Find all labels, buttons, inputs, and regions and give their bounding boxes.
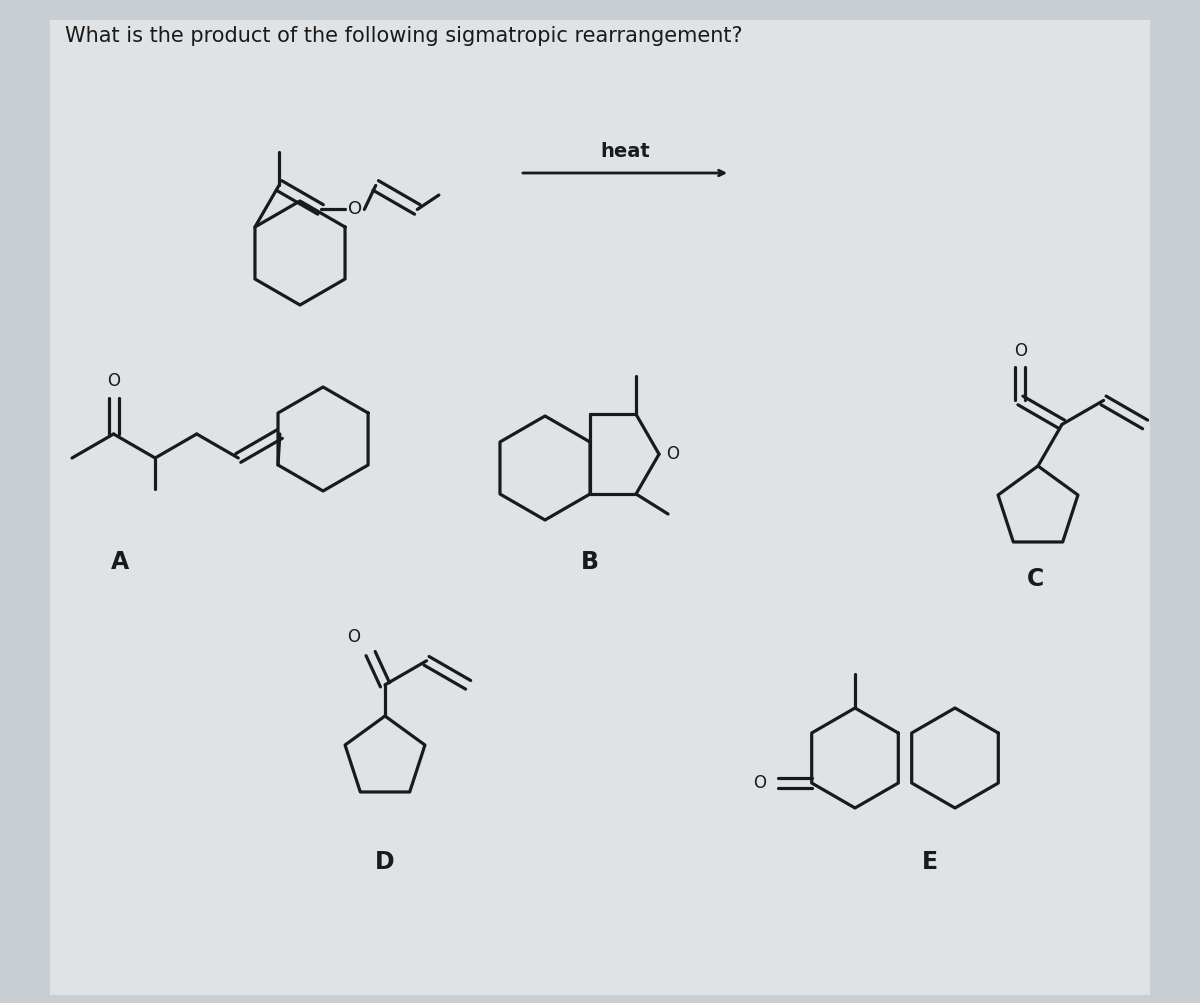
Text: D: D	[376, 850, 395, 874]
FancyBboxPatch shape	[50, 21, 1150, 995]
Text: O: O	[754, 773, 767, 791]
Text: O: O	[666, 444, 679, 462]
Text: A: A	[110, 550, 130, 574]
Text: heat: heat	[600, 142, 650, 161]
Text: C: C	[1026, 567, 1044, 591]
Text: O: O	[347, 627, 360, 645]
Text: O: O	[1014, 342, 1027, 360]
Text: What is the product of the following sigmatropic rearrangement?: What is the product of the following sig…	[65, 26, 743, 46]
Text: E: E	[922, 850, 938, 874]
Text: O: O	[348, 201, 362, 219]
Text: O: O	[107, 372, 120, 389]
Text: B: B	[581, 550, 599, 574]
